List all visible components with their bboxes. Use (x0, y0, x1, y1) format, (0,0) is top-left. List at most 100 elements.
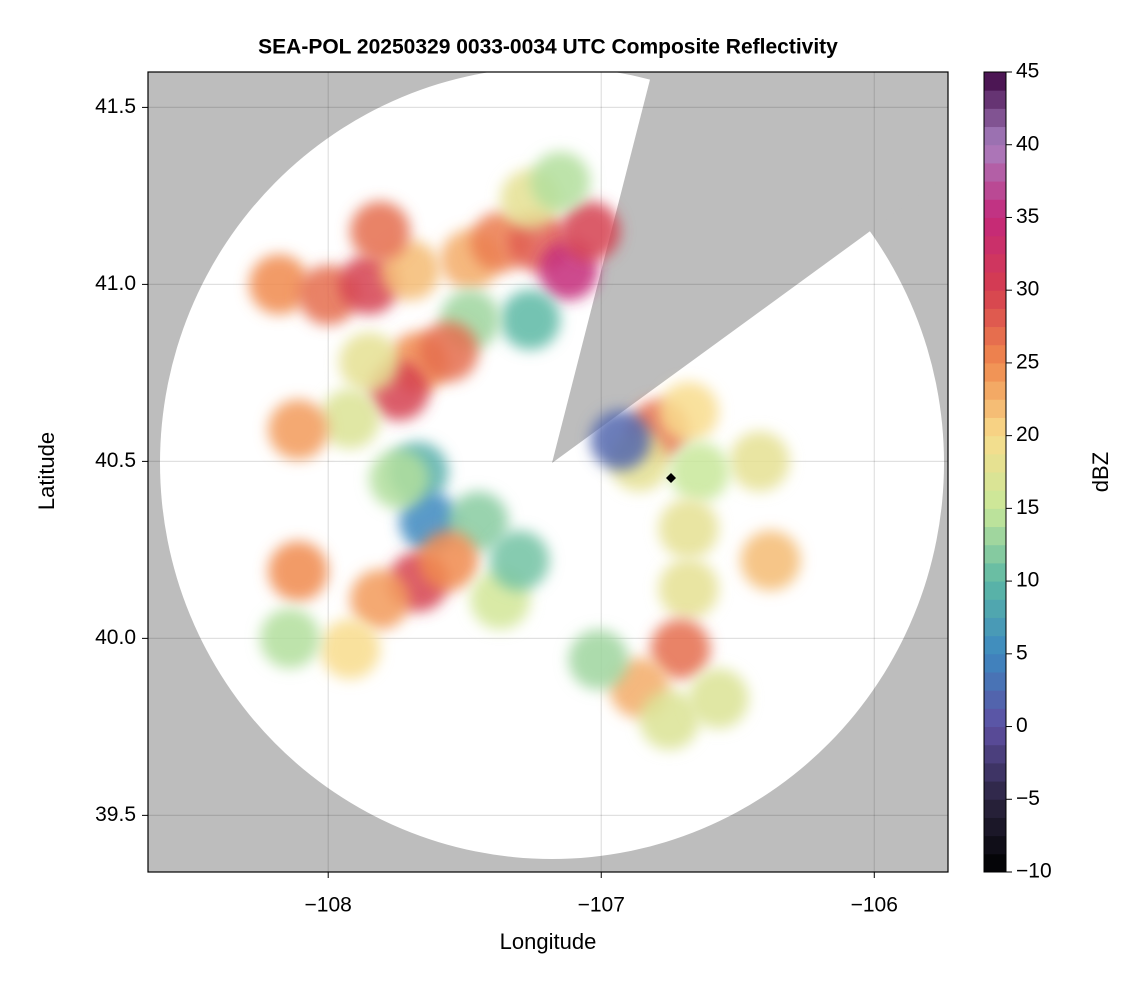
colorbar-segment (984, 835, 1006, 855)
colorbar-segment (984, 181, 1006, 200)
x-axis-label: Longitude (500, 929, 597, 954)
colorbar-frame (983, 71, 1007, 873)
echo-cell (418, 530, 479, 591)
colorbar-segment (984, 562, 1006, 582)
colorbar-segment (984, 817, 1006, 837)
colorbar-segment (984, 672, 1006, 691)
colorbar-segment (984, 162, 1006, 182)
chart-title: SEA-POL 20250329 0033-0034 UTC Composite… (258, 36, 838, 59)
echo-cell (530, 151, 591, 212)
colorbar-segment (984, 599, 1006, 618)
echo-cell (669, 442, 730, 502)
colorbar-segment (984, 617, 1006, 637)
colorbar-segment (984, 235, 1006, 255)
echo-cell (658, 381, 719, 442)
echo-cell (249, 254, 310, 315)
echo-cell (339, 332, 400, 393)
colorbar-tick-label: 10 (1016, 569, 1039, 592)
colorbar-segment (984, 308, 1006, 328)
colorbar-segment (984, 144, 1006, 164)
colorbar-segment (984, 544, 1006, 564)
colorbar-segment (984, 526, 1006, 546)
colorbar-segment (984, 417, 1006, 437)
colorbar-segment (984, 326, 1006, 346)
colorbar-segment (984, 435, 1006, 455)
colorbar-segment (984, 853, 1006, 873)
colorbar-tick-label: 45 (1016, 60, 1039, 83)
colorbar-tick-label: 15 (1016, 496, 1039, 519)
echo-cell (489, 530, 550, 591)
echo-cell (568, 629, 629, 690)
echo-cell (729, 431, 790, 492)
colorbar-segment (984, 472, 1006, 491)
colorbar-segment (984, 362, 1006, 382)
plot-frame (147, 71, 949, 873)
echo-cell (350, 569, 411, 630)
x-tick-label: −108 (305, 894, 352, 917)
echo-cell (658, 498, 719, 559)
echo-cell (350, 201, 411, 262)
y-tick-label: 41.0 (95, 272, 136, 295)
colorbar-segment (984, 799, 1006, 818)
colorbar-segment (984, 72, 1006, 91)
colorbar-segment (984, 581, 1006, 600)
colorbar-segment (984, 690, 1006, 709)
echo-cell (590, 410, 651, 471)
y-axis-label: Latitude (34, 432, 59, 510)
colorbar-segment (984, 272, 1006, 291)
colorbar-segment (984, 744, 1006, 764)
colorbar-segment (984, 90, 1006, 109)
echo-cell (320, 388, 381, 449)
colorbar-segment (984, 453, 1006, 473)
echo-cell (320, 618, 381, 679)
colorbar-segment (984, 653, 1006, 673)
colorbar (984, 72, 1006, 873)
colorbar-segment (984, 708, 1006, 728)
echo-cell (369, 449, 430, 510)
colorbar-segment (984, 290, 1006, 309)
colorbar-segment (984, 253, 1006, 273)
colorbar-tick-label: −10 (1016, 860, 1052, 883)
echo-cell (500, 289, 561, 350)
echo-cell (259, 608, 320, 669)
colorbar-label: dBZ (1088, 452, 1113, 492)
colorbar-segment (984, 635, 1006, 655)
blocked-sector (552, 72, 948, 463)
colorbar-segment (984, 108, 1006, 128)
x-tick-label: −106 (851, 894, 898, 917)
colorbar-segment (984, 781, 1006, 800)
echo-cell (740, 530, 801, 591)
colorbar-tick-label: 5 (1016, 641, 1028, 664)
colorbar-segment (984, 344, 1006, 364)
colorbar-segment (984, 726, 1006, 746)
echo-cell (650, 618, 711, 679)
echoes (249, 151, 801, 750)
colorbar-segment (984, 217, 1006, 237)
echo-cell (560, 201, 621, 262)
y-tick-label: 40.0 (95, 626, 136, 649)
y-tick-label: 41.5 (95, 95, 136, 118)
colorbar-segment (984, 126, 1006, 146)
colorbar-tick-label: 20 (1016, 423, 1039, 446)
echo-cell (639, 689, 700, 750)
x-tick-label: −107 (578, 894, 625, 917)
colorbar-segment (984, 762, 1006, 782)
colorbar-segment (984, 381, 1006, 400)
colorbar-segment (984, 199, 1006, 218)
echo-cell (268, 541, 329, 602)
colorbar-tick-label: 30 (1016, 278, 1039, 301)
radar-site (666, 473, 676, 483)
colorbar-tick-label: 0 (1016, 714, 1028, 737)
colorbar-segment (984, 399, 1006, 418)
echo-cell (418, 321, 479, 382)
echo-cell (268, 399, 329, 460)
colorbar-tick-label: 25 (1016, 350, 1039, 373)
echo-cell (658, 558, 719, 619)
colorbar-tick-label: 40 (1016, 132, 1039, 155)
colorbar-tick-label: −5 (1016, 787, 1040, 810)
colorbar-tick-label: 35 (1016, 205, 1039, 228)
colorbar-segment (984, 490, 1006, 509)
y-tick-label: 39.5 (95, 803, 136, 826)
y-tick-label: 40.5 (95, 449, 136, 472)
